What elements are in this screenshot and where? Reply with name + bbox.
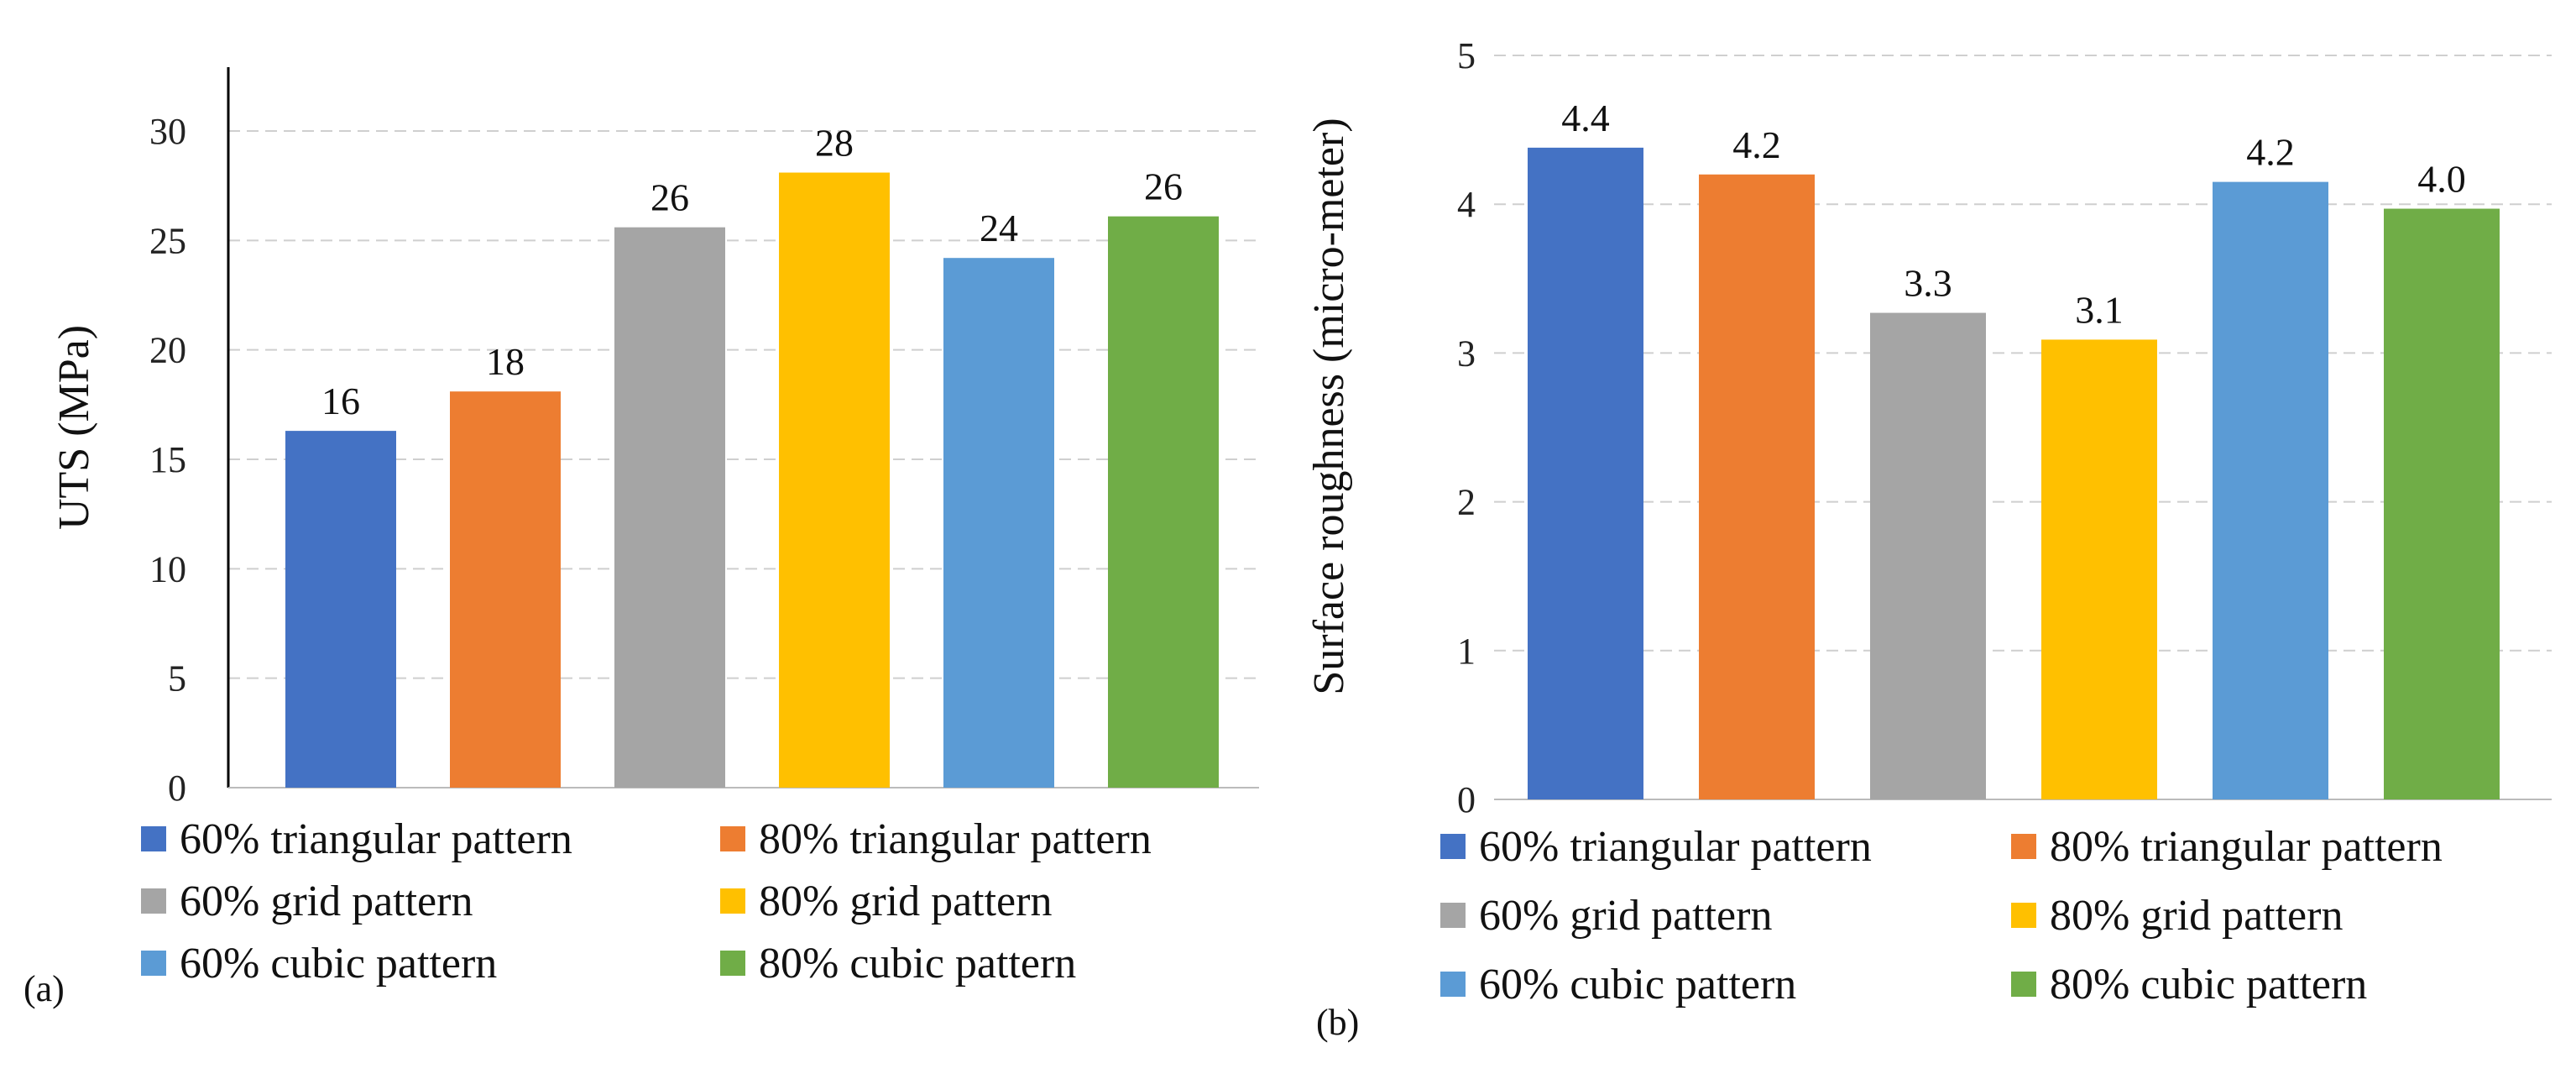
chart-a-bars xyxy=(285,172,1219,788)
chart-b-panel-label: (b) xyxy=(1316,1002,1359,1043)
chart-b-data-label: 4.4 xyxy=(1561,97,1610,139)
chart-a-legend-label: 60% grid pattern xyxy=(180,878,473,925)
chart-b-data-label: 4.2 xyxy=(2246,131,2295,174)
chart-b-data-label: 4.0 xyxy=(2417,158,2466,201)
chart-b-y-tick-labels: 0 1 2 3 4 5 xyxy=(1457,35,1476,820)
chart-a-y-tick-label: 0 xyxy=(168,768,186,809)
chart-b-legend-item: 80% triangular pattern xyxy=(2011,823,2443,871)
chart-b-y-tick-label: 0 xyxy=(1457,779,1476,820)
chart-b-bar xyxy=(2213,181,2328,799)
chart-b-legend-swatch xyxy=(2011,972,2036,997)
chart-b-bar xyxy=(1870,312,1986,799)
chart-b-bar xyxy=(2041,339,2157,799)
chart-a-data-label: 24 xyxy=(980,207,1018,249)
chart-b-legend-swatch xyxy=(2011,834,2036,859)
chart-b-bar xyxy=(1699,174,1815,799)
chart-b-legend-swatch xyxy=(2011,903,2036,928)
chart-a-y-tick-label: 20 xyxy=(149,330,186,371)
chart-a-bar xyxy=(943,258,1054,788)
chart-a-legend-label: 80% grid pattern xyxy=(759,878,1052,925)
chart-a-y-tick-label: 5 xyxy=(168,658,186,699)
chart-a-data-labels: 16 18 26 28 24 26 xyxy=(321,122,1183,423)
chart-b-legend-label: 80% triangular pattern xyxy=(2050,823,2443,871)
chart-a-legend-swatch xyxy=(720,951,745,976)
chart-a-legend-label: 60% triangular pattern xyxy=(180,815,572,863)
chart-b-bar xyxy=(2384,208,2500,800)
chart-b-y-tick-label: 1 xyxy=(1457,631,1476,672)
chart-a-legend-label: 80% cubic pattern xyxy=(759,940,1076,988)
chart-a-y-tick-label: 30 xyxy=(149,111,186,152)
chart-a-data-label: 18 xyxy=(486,340,525,383)
chart-a-legend: 60% triangular pattern 80% triangular pat… xyxy=(141,815,1152,988)
chart-b-legend-swatch xyxy=(1440,972,1466,997)
chart-a-bar xyxy=(614,227,725,788)
chart-b-data-label: 3.3 xyxy=(1904,262,1952,305)
chart-b-legend-label: 80% grid pattern xyxy=(2050,892,2343,940)
chart-a-y-tick-labels: 0 5 10 15 20 25 30 xyxy=(149,111,186,809)
chart-a-uts: 0 5 10 15 20 25 30 16 18 26 28 24 26 UTS (MPa) 60% … xyxy=(24,67,1259,1009)
chart-b-legend-item: 80% cubic pattern xyxy=(2011,961,2367,1009)
chart-a-legend-label: 80% triangular pattern xyxy=(759,815,1152,863)
chart-a-legend-item: 60% grid pattern xyxy=(141,878,473,925)
chart-a-bar xyxy=(779,172,890,788)
chart-a-bar xyxy=(1108,216,1219,788)
chart-b-surface-roughness: 0 1 2 3 4 5 4.4 4.2 3.3 3.1 4.2 4.0 Surface roughn… xyxy=(1305,35,2552,1043)
chart-b-y-axis-title: Surface roughness (micro-meter) xyxy=(1305,118,1353,694)
chart-a-data-label: 26 xyxy=(651,176,689,219)
chart-a-legend-swatch xyxy=(720,888,745,914)
chart-a-legend-swatch xyxy=(141,951,166,976)
chart-b-legend-swatch xyxy=(1440,903,1466,928)
chart-a-y-tick-label: 15 xyxy=(149,439,186,480)
chart-b-data-label: 3.1 xyxy=(2075,288,2124,331)
chart-b-legend-label: 60% triangular pattern xyxy=(1479,823,1872,871)
chart-b-legend-item: 60% cubic pattern xyxy=(1440,961,1796,1009)
chart-a-y-axis-title: UTS (MPa) xyxy=(50,325,98,530)
chart-a-y-tick-label: 10 xyxy=(149,548,186,589)
chart-a-y-tick-label: 25 xyxy=(149,220,186,261)
chart-b-bar xyxy=(1528,147,1643,799)
chart-a-legend-swatch xyxy=(141,888,166,914)
chart-b-y-tick-label: 3 xyxy=(1457,333,1476,374)
chart-b-y-tick-label: 5 xyxy=(1457,35,1476,76)
chart-b-legend-label: 80% cubic pattern xyxy=(2050,961,2367,1009)
chart-b-legend-swatch xyxy=(1440,834,1466,859)
chart-b-legend-label: 60% grid pattern xyxy=(1479,892,1772,940)
chart-b-gridlines xyxy=(1494,55,2552,652)
chart-b-bars xyxy=(1528,147,2500,800)
chart-a-bar xyxy=(450,391,561,788)
chart-a-legend-item: 80% cubic pattern xyxy=(720,940,1076,988)
chart-a-gridlines xyxy=(228,130,1259,679)
chart-b-legend-item: 60% grid pattern xyxy=(1440,892,1772,940)
chart-b-legend-item: 80% grid pattern xyxy=(2011,892,2343,940)
chart-a-legend-swatch xyxy=(141,826,166,851)
chart-b-legend-item: 60% triangular pattern xyxy=(1440,823,1872,871)
chart-b-data-label: 4.2 xyxy=(1732,123,1781,166)
chart-a-data-label: 16 xyxy=(321,380,360,422)
chart-a-legend-swatch xyxy=(720,826,745,851)
chart-b-legend: 60% triangular pattern 80% triangular pat… xyxy=(1440,823,2443,1009)
chart-a-data-label: 26 xyxy=(1144,165,1183,208)
chart-a-legend-item: 60% triangular pattern xyxy=(141,815,572,863)
chart-a-legend-label: 60% cubic pattern xyxy=(180,940,497,988)
chart-a-data-label: 28 xyxy=(815,122,854,165)
chart-b-y-tick-label: 2 xyxy=(1457,482,1476,523)
chart-b-legend-label: 60% cubic pattern xyxy=(1479,961,1796,1009)
chart-a-bar xyxy=(285,431,396,788)
chart-a-legend-item: 60% cubic pattern xyxy=(141,940,497,988)
chart-a-legend-item: 80% grid pattern xyxy=(720,878,1052,925)
chart-a-panel-label: (a) xyxy=(24,968,65,1009)
chart-a-legend-item: 80% triangular pattern xyxy=(720,815,1152,863)
chart-b-data-labels: 4.4 4.2 3.3 3.1 4.2 4.0 xyxy=(1561,97,2466,332)
chart-b-y-tick-label: 4 xyxy=(1457,184,1476,225)
